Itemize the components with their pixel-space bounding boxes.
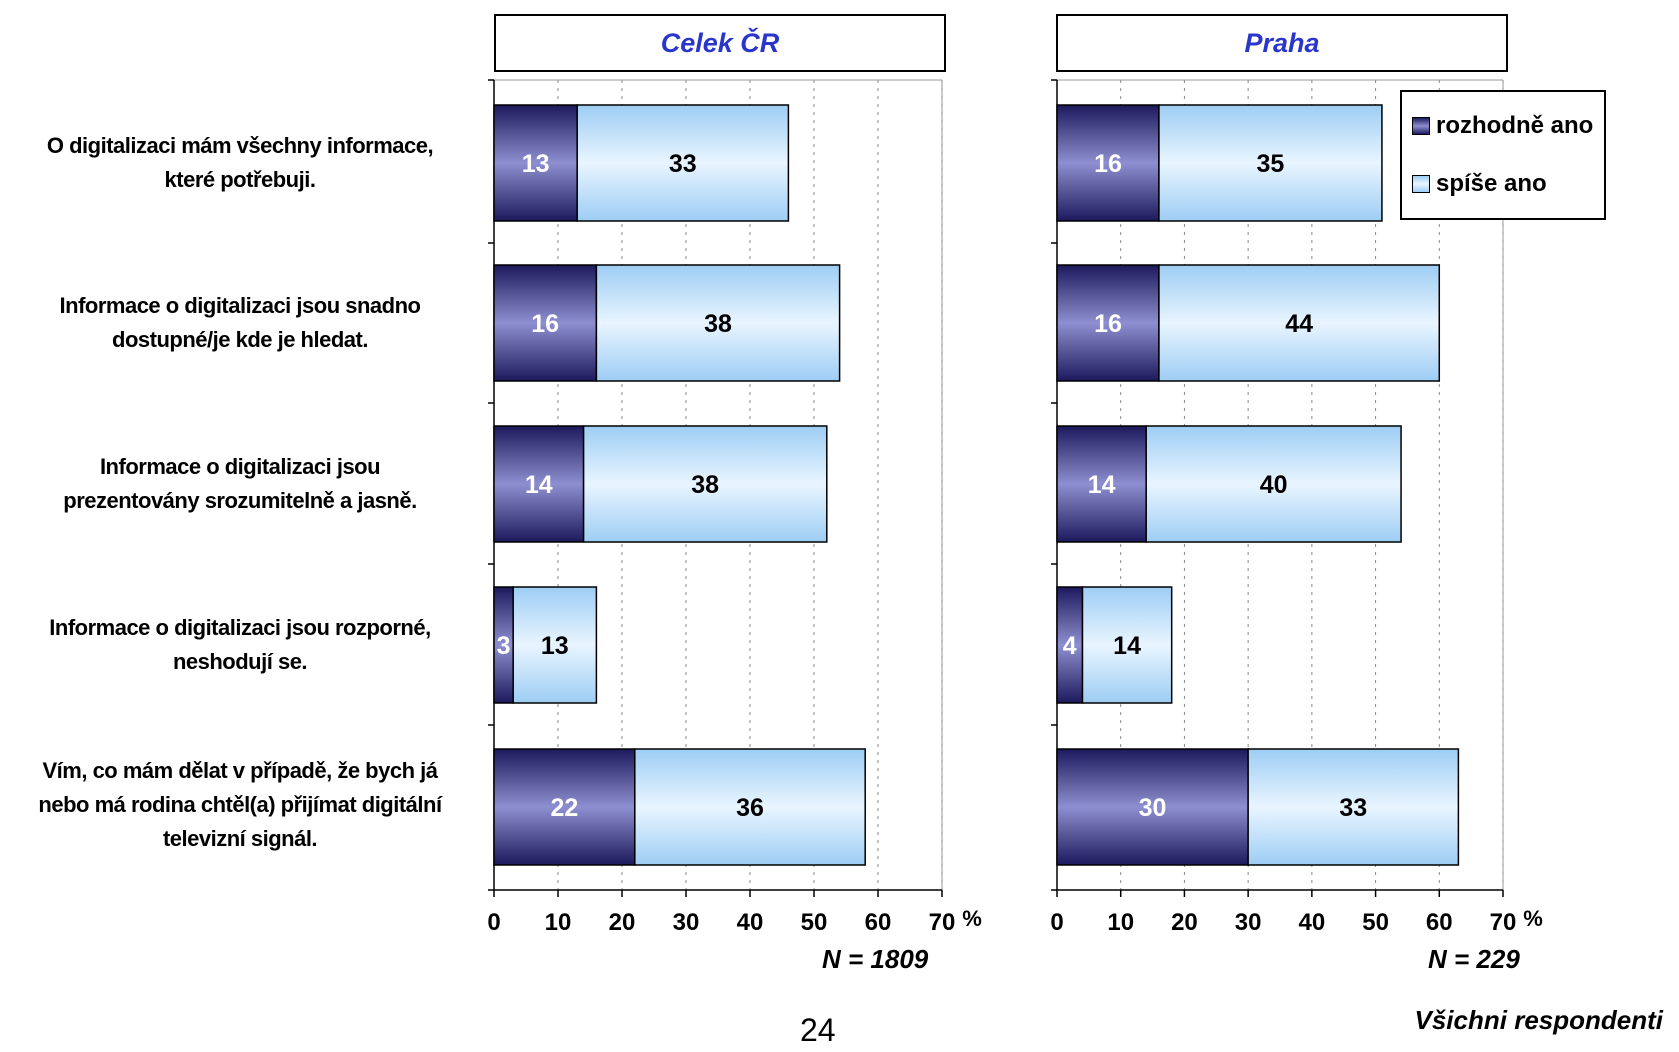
celek-x-tick-label-0: 0 xyxy=(487,909,500,936)
celek-data-label-2-series-1: 16 xyxy=(531,310,559,338)
praha-bar-1-series-1 xyxy=(1056,104,1160,222)
category-label-5-line-2: nebo má rodina chtěl(a) přijímat digitál… xyxy=(38,792,442,817)
celek-data-label-4-series-1: 3 xyxy=(497,632,511,660)
praha-x-tick-label-10: 10 xyxy=(1107,909,1134,936)
praha-x-tick-label-30: 30 xyxy=(1235,909,1262,936)
celek-data-label-5-series-1: 22 xyxy=(550,794,578,822)
praha-x-tick-label-50: 50 xyxy=(1362,909,1389,936)
praha-bar-2-series-2 xyxy=(1158,264,1441,382)
praha-data-label-4-series-2: 14 xyxy=(1113,632,1141,660)
praha-data-label-3-series-2: 40 xyxy=(1260,471,1288,499)
celek-bar-2-series-1 xyxy=(493,264,598,382)
celek-bar-4-series-2 xyxy=(512,586,598,704)
praha-x-tick-label-70: 70 xyxy=(1490,909,1517,936)
praha-data-label-4-series-1: 4 xyxy=(1063,632,1077,660)
n-label-praha: N = 229 xyxy=(1428,944,1520,974)
category-label-5-line-1: Vím, co mám dělat v případě, že bych já xyxy=(42,758,438,783)
praha-bar-5-series-1 xyxy=(1056,748,1249,866)
celek-bar-3-series-2 xyxy=(582,425,828,543)
celek-data-label-4-series-2: 13 xyxy=(541,632,569,660)
praha-bar-5-series-2 xyxy=(1247,748,1460,866)
celek-bar-3-series-1 xyxy=(493,425,585,543)
category-label-2-line-2: dostupné/je kde je hledat. xyxy=(112,327,368,352)
celek-data-label-5-series-2: 36 xyxy=(736,794,764,822)
category-label-3: Informace o digitalizaci jsou prezentová… xyxy=(5,450,475,518)
praha-data-label-2-series-2: 44 xyxy=(1285,310,1313,338)
celek-bar-1-series-1 xyxy=(493,104,578,222)
celek-bar-1-series-2 xyxy=(576,104,790,222)
category-label-3-line-2: prezentovány srozumitelně a jasně. xyxy=(63,488,417,513)
celek-x-tick-label-30: 30 xyxy=(673,909,700,936)
category-label-3-line-1: Informace o digitalizaci jsou xyxy=(99,454,381,479)
legend-label-spise: spíše ano xyxy=(1436,170,1547,197)
celek-bar-2-series-2 xyxy=(595,264,841,382)
panel-title-praha: Praha xyxy=(1056,14,1508,72)
praha-bar-3-series-1 xyxy=(1056,425,1147,543)
praha-x-tick-label-60: 60 xyxy=(1426,909,1453,936)
category-label-4-line-1: Informace o digitalizaci jsou rozporné, xyxy=(49,615,431,640)
praha-bar-2-series-1 xyxy=(1056,264,1160,382)
celek-x-tick-label-40: 40 xyxy=(737,909,764,936)
praha-data-label-5-series-2: 33 xyxy=(1339,794,1367,822)
category-label-5-line-3: televizní signál. xyxy=(162,826,318,851)
celek-x-tick-label-50: 50 xyxy=(801,909,828,936)
celek-x-tick-label-60: 60 xyxy=(865,909,892,936)
celek-bar-5-series-1 xyxy=(493,748,636,866)
legend-item-rozhodne: rozhodně ano xyxy=(1412,112,1593,140)
category-label-1-line-1: O digitalizaci mám všechny informace, xyxy=(46,133,434,158)
praha-x-tick-label-20: 20 xyxy=(1171,909,1198,936)
celek-data-label-3-series-1: 14 xyxy=(525,471,553,499)
legend: rozhodně ano spíše ano xyxy=(1400,90,1606,220)
praha-bar-1-series-2 xyxy=(1158,104,1383,222)
category-label-1: O digitalizaci mám všechny informace, kt… xyxy=(5,129,475,197)
panel-title-celek: Celek ČR xyxy=(494,14,946,72)
celek-data-label-1-series-2: 33 xyxy=(669,150,697,178)
celek-x-tick-label-10: 10 xyxy=(545,909,572,936)
celek-data-label-2-series-2: 38 xyxy=(704,310,732,338)
praha-unit-label: % xyxy=(1523,906,1543,931)
legend-swatch-light xyxy=(1412,175,1430,193)
category-label-4-line-2: neshodují se. xyxy=(172,649,308,674)
category-label-1-line-2: které potřebuji. xyxy=(164,167,316,192)
praha-data-label-1-series-2: 35 xyxy=(1257,150,1285,178)
footer-note: Všichni respondenti xyxy=(1414,1005,1664,1035)
praha-data-label-1-series-1: 16 xyxy=(1094,150,1122,178)
celek-x-tick-label-70: 70 xyxy=(929,909,956,936)
praha-bar-4-series-1 xyxy=(1056,586,1084,704)
praha-x-tick-label-40: 40 xyxy=(1299,909,1326,936)
legend-item-spise: spíše ano xyxy=(1412,170,1547,198)
praha-data-label-2-series-1: 16 xyxy=(1094,310,1122,338)
praha-x-tick-label-0: 0 xyxy=(1050,909,1063,936)
category-label-4: Informace o digitalizaci jsou rozporné, … xyxy=(5,611,475,679)
legend-label-rozhodne: rozhodně ano xyxy=(1436,112,1594,139)
celek-data-label-3-series-2: 38 xyxy=(691,471,719,499)
praha-bar-4-series-2 xyxy=(1081,586,1173,704)
praha-data-label-3-series-1: 14 xyxy=(1088,471,1116,499)
category-label-2: Informace o digitalizaci jsou snadno dos… xyxy=(5,289,475,357)
category-label-2-line-1: Informace o digitalizaci jsou snadno xyxy=(59,293,421,318)
page-number: 24 xyxy=(800,1012,836,1048)
praha-bar-3-series-2 xyxy=(1145,425,1402,543)
legend-swatch-dark xyxy=(1412,117,1430,135)
celek-data-label-1-series-1: 13 xyxy=(522,150,550,178)
celek-x-tick-label-20: 20 xyxy=(609,909,636,936)
celek-bar-5-series-2 xyxy=(634,748,866,866)
praha-data-label-5-series-1: 30 xyxy=(1139,794,1167,822)
celek-unit-label: % xyxy=(962,906,982,931)
category-label-5: Vím, co mám dělat v případě, že bych já … xyxy=(5,754,475,856)
n-label-celek: N = 1809 xyxy=(822,944,929,974)
